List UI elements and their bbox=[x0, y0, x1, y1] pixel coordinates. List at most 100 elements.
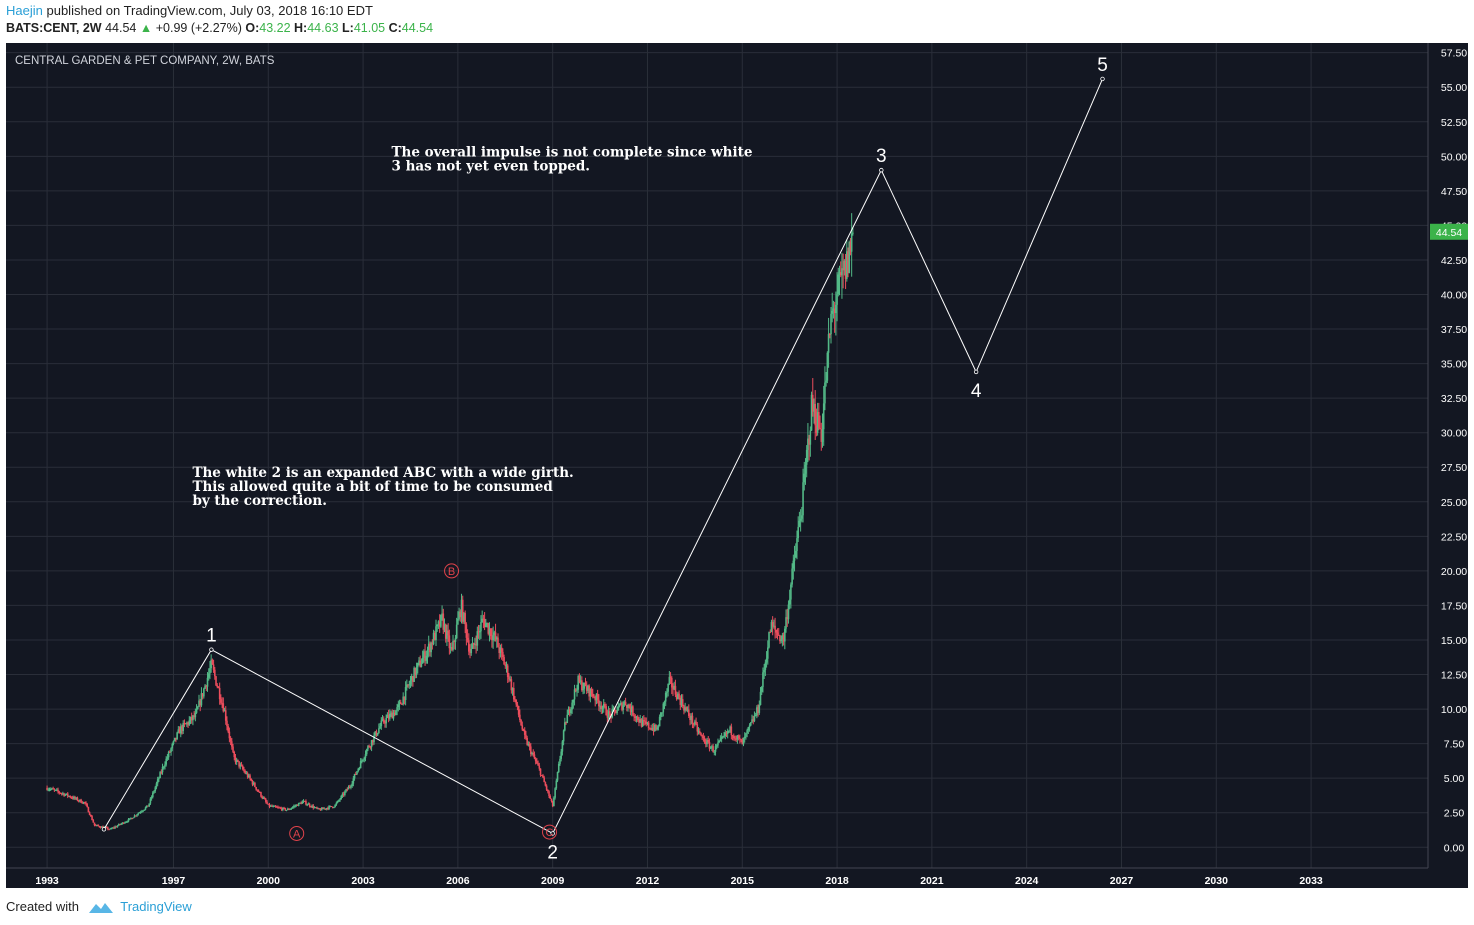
candle-body bbox=[350, 786, 352, 788]
candle-body bbox=[198, 700, 200, 707]
candle-body bbox=[510, 679, 513, 691]
candle-body bbox=[261, 796, 264, 799]
candle-body bbox=[436, 624, 439, 627]
candle-body bbox=[619, 703, 622, 705]
candle-body bbox=[756, 707, 758, 716]
candle-body bbox=[826, 352, 829, 381]
candle-body bbox=[801, 515, 803, 519]
candle-body bbox=[307, 803, 310, 805]
candle-body bbox=[835, 304, 837, 314]
candle-body bbox=[457, 618, 459, 625]
candle-body bbox=[525, 734, 527, 738]
candle-body bbox=[305, 801, 307, 805]
candle-body bbox=[690, 715, 693, 721]
last-price-badge bbox=[1430, 223, 1468, 240]
candle-body bbox=[743, 736, 746, 739]
candle-body bbox=[81, 802, 84, 804]
candle-body bbox=[381, 718, 384, 721]
candle-body bbox=[97, 824, 99, 826]
candle-body bbox=[171, 744, 174, 749]
candle-body bbox=[440, 614, 442, 627]
candle-body bbox=[194, 712, 197, 718]
candle-body bbox=[798, 520, 801, 527]
candle-body bbox=[182, 722, 185, 732]
candle-body bbox=[348, 786, 351, 788]
candle-body bbox=[717, 742, 719, 746]
candle-body bbox=[662, 703, 665, 713]
candle-body bbox=[359, 760, 362, 769]
wave-label-1: 1 bbox=[206, 626, 217, 647]
candle-body bbox=[255, 786, 257, 790]
candle-body bbox=[91, 816, 93, 821]
candle-body bbox=[545, 785, 548, 790]
candle-body bbox=[694, 721, 696, 725]
candle-body bbox=[762, 672, 764, 688]
candle-body bbox=[376, 732, 379, 736]
candle-body bbox=[275, 806, 278, 808]
candle-body bbox=[335, 802, 338, 805]
candle-body bbox=[141, 811, 143, 813]
candle-body bbox=[128, 818, 131, 820]
candle-body bbox=[841, 268, 843, 276]
candle-body bbox=[523, 730, 526, 735]
candle-body bbox=[187, 722, 189, 725]
candle-body bbox=[150, 797, 153, 799]
candle-body bbox=[622, 705, 624, 710]
y-tick-label: 22.50 bbox=[1441, 531, 1467, 543]
candle-body bbox=[528, 744, 531, 747]
candle-body bbox=[804, 464, 807, 474]
candle-body bbox=[238, 761, 240, 767]
candle-body bbox=[375, 731, 378, 736]
candle-body bbox=[634, 716, 637, 718]
candle-body bbox=[583, 682, 586, 689]
price-chart[interactable]: 1 2 3 4 5 A B C The overall impulse is not comp… bbox=[6, 43, 1468, 888]
price-axis[interactable]: 0.00 2.50 5.00 7.50 10.00 12.50 15.00 17.50 20.0… bbox=[1427, 43, 1468, 868]
candle-body bbox=[643, 720, 645, 722]
candle-body bbox=[68, 795, 70, 797]
candle-body bbox=[227, 726, 229, 732]
candle-body bbox=[340, 795, 343, 800]
candle-body bbox=[713, 751, 716, 753]
candle-body bbox=[107, 827, 109, 830]
tradingview-link[interactable]: TradingView bbox=[120, 899, 192, 914]
candle-body bbox=[216, 685, 219, 687]
candle-body bbox=[852, 232, 854, 234]
candle-body bbox=[250, 778, 253, 781]
last-price-label: 44.54 bbox=[1436, 227, 1462, 239]
candle-body bbox=[133, 815, 136, 818]
candle-body bbox=[280, 808, 283, 811]
candle-body bbox=[464, 613, 466, 625]
candle-body bbox=[737, 735, 740, 738]
candle-body bbox=[224, 710, 227, 721]
candle-body bbox=[692, 723, 695, 725]
candle-body bbox=[222, 703, 225, 712]
candle-body bbox=[502, 651, 504, 658]
time-axis[interactable]: 1993 1997 2000 2003 2006 2009 2012 2015 2018 2021… bbox=[6, 867, 1428, 887]
candle-body bbox=[189, 716, 192, 721]
candle-body bbox=[353, 773, 356, 779]
candle-body bbox=[674, 685, 677, 695]
candle-body bbox=[600, 705, 603, 710]
candle-body bbox=[735, 738, 738, 740]
candle-body bbox=[616, 710, 618, 714]
candle-body bbox=[770, 622, 773, 633]
candle-body bbox=[768, 632, 770, 648]
author-link[interactable]: Haejin bbox=[6, 3, 43, 18]
candle-body bbox=[293, 806, 295, 808]
candle-body bbox=[54, 789, 57, 791]
candle-body bbox=[82, 801, 85, 804]
candle-body bbox=[420, 663, 423, 667]
candle-body bbox=[651, 727, 654, 730]
candle-body bbox=[722, 736, 724, 738]
candle-body bbox=[825, 380, 827, 383]
candle-body bbox=[328, 806, 330, 809]
candle-body bbox=[215, 676, 217, 686]
x-tick-label: 2012 bbox=[636, 875, 660, 887]
candle-body bbox=[500, 647, 503, 652]
candle-body bbox=[596, 693, 599, 700]
candle-body bbox=[397, 704, 400, 708]
x-tick-label: 2027 bbox=[1110, 875, 1134, 887]
candle-body bbox=[392, 712, 395, 719]
candle-body bbox=[239, 764, 242, 767]
candle-body bbox=[649, 727, 651, 729]
